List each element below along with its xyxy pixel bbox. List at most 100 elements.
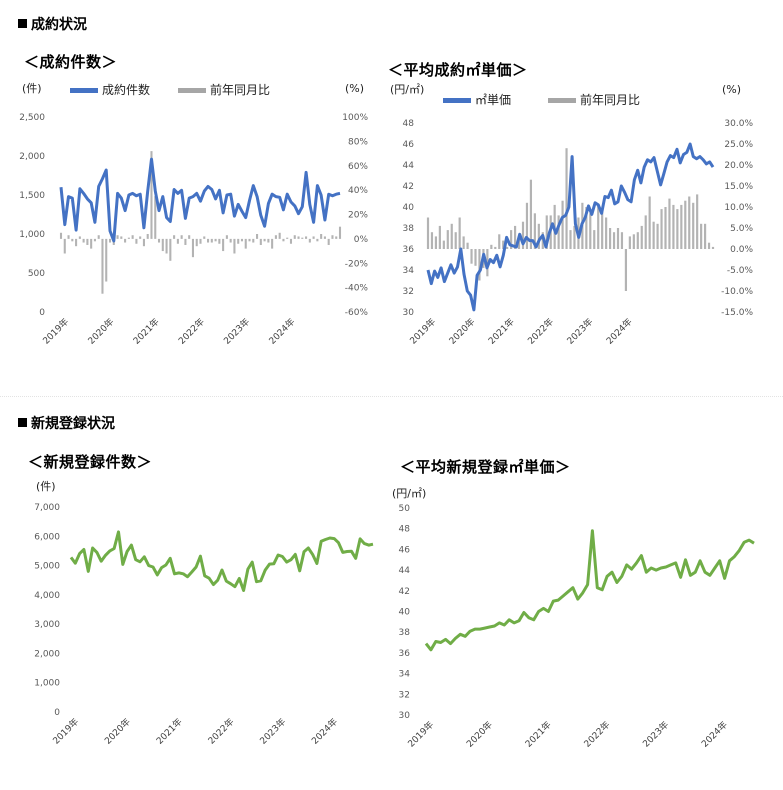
x-tick-label: 2023年 xyxy=(221,316,252,347)
yoy-bar xyxy=(664,207,667,249)
yoy-bar xyxy=(124,238,127,243)
y-tick-label-right: 40% xyxy=(348,186,368,196)
yoy-bar xyxy=(199,238,202,244)
yoy-bar xyxy=(218,238,221,244)
y-tick-label-left: 34 xyxy=(403,266,415,276)
chart-title-contract-count: ＜成約件数＞ xyxy=(24,53,118,71)
square-bullet-icon xyxy=(18,19,27,28)
yoy-bar xyxy=(656,223,659,249)
y-tick-label-right: 20.0% xyxy=(724,161,753,171)
yoy-bar xyxy=(75,238,78,247)
yoy-bar xyxy=(293,235,296,239)
y-axis-unit-left: (件) xyxy=(22,82,42,95)
yoy-bar xyxy=(59,232,63,239)
yoy-bar xyxy=(652,221,655,249)
yoy-bar xyxy=(323,236,326,239)
y-axis-unit-left: (件) xyxy=(36,480,56,493)
yoy-bar xyxy=(628,236,631,249)
yoy-bar xyxy=(297,236,300,239)
yoy-bar xyxy=(660,209,663,249)
yoy-bar xyxy=(278,232,281,239)
y-tick-label-right: 60% xyxy=(348,162,368,172)
section-title-registration: 新規登録状況 xyxy=(18,413,115,433)
yoy-bar xyxy=(446,230,449,249)
yoy-bar xyxy=(331,235,334,239)
y-tick-label-right: 100% xyxy=(342,113,368,123)
y-tick-label-left: 34 xyxy=(399,670,411,680)
x-tick-label: 2024年 xyxy=(309,716,340,747)
yoy-bar xyxy=(533,213,536,249)
yoy-bar xyxy=(210,238,213,243)
yoy-bar xyxy=(274,235,277,239)
yoy-bar xyxy=(229,238,232,243)
yoy-bar xyxy=(180,235,183,239)
yoy-bar xyxy=(676,209,679,249)
chart-title-registration-price: ＜平均新規登録㎡単価＞ xyxy=(400,458,571,476)
value-series-line xyxy=(69,530,374,592)
yoy-bar xyxy=(157,238,161,243)
yoy-bar xyxy=(135,238,138,244)
yoy-bar xyxy=(525,202,529,249)
yoy-bar xyxy=(529,179,533,249)
yoy-bar xyxy=(612,232,616,249)
yoy-bar xyxy=(139,236,142,239)
y-tick-label-left: 32 xyxy=(403,287,414,297)
y-tick-label-left: 48 xyxy=(403,119,415,129)
yoy-bar xyxy=(680,204,683,249)
yoy-bar xyxy=(648,196,651,249)
y-tick-label-left: 6,000 xyxy=(34,532,60,542)
yoy-bar xyxy=(191,238,194,258)
value-series-line xyxy=(426,142,715,312)
y-tick-label-right: -15.0% xyxy=(721,308,753,318)
yoy-bar xyxy=(620,232,624,249)
yoy-bar xyxy=(707,242,711,249)
yoy-bar xyxy=(78,236,81,239)
yoy-bar xyxy=(490,244,493,249)
yoy-bar xyxy=(470,249,473,264)
yoy-bar xyxy=(458,217,461,249)
yoy-bar xyxy=(320,234,323,239)
yoy-bar xyxy=(486,249,489,277)
y-tick-label-left: 40 xyxy=(399,608,411,618)
square-bullet-icon xyxy=(18,418,27,427)
y-tick-label-left: 32 xyxy=(399,690,410,700)
yoy-bar xyxy=(214,238,217,242)
yoy-bar xyxy=(90,238,93,249)
yoy-bar xyxy=(585,207,588,249)
x-tick-label: 2020年 xyxy=(102,716,133,747)
yoy-bar xyxy=(565,148,568,249)
x-tick-label: 2021年 xyxy=(486,316,517,347)
yoy-bar xyxy=(150,151,153,239)
yoy-bar xyxy=(127,237,130,239)
yoy-bar xyxy=(498,234,501,249)
yoy-bar xyxy=(176,238,179,244)
yoy-bar xyxy=(434,236,438,249)
yoy-bar xyxy=(267,238,270,243)
y-tick-label-left: 500 xyxy=(28,269,45,279)
y-tick-label-left: 1,500 xyxy=(19,191,45,201)
x-tick-label: 2023年 xyxy=(640,719,671,750)
yoy-bar xyxy=(259,238,262,245)
yoy-bar xyxy=(169,238,172,261)
yoy-bar xyxy=(244,238,247,249)
yoy-bar xyxy=(222,238,225,252)
x-tick-label: 2021年 xyxy=(154,716,185,747)
yoy-bar xyxy=(513,225,517,249)
x-tick-label: 2019年 xyxy=(50,716,81,747)
y-tick-label-right: 30.0% xyxy=(724,119,753,129)
yoy-bar xyxy=(154,196,157,239)
yoy-bar xyxy=(672,204,675,249)
y-tick-label-left: 1,000 xyxy=(19,230,45,240)
yoy-bar xyxy=(466,242,469,249)
yoy-bar xyxy=(301,237,304,239)
y-axis-unit-right: (%) xyxy=(722,83,741,96)
x-tick-label: 2020年 xyxy=(446,316,477,347)
x-tick-label: 2021年 xyxy=(523,719,554,750)
yoy-bar xyxy=(537,223,540,249)
y-tick-label-right: -5.0% xyxy=(727,266,754,276)
legend-swatch xyxy=(178,88,206,93)
yoy-bar xyxy=(573,225,576,249)
yoy-bar xyxy=(165,238,168,254)
y-axis-unit-right: (%) xyxy=(345,82,364,95)
